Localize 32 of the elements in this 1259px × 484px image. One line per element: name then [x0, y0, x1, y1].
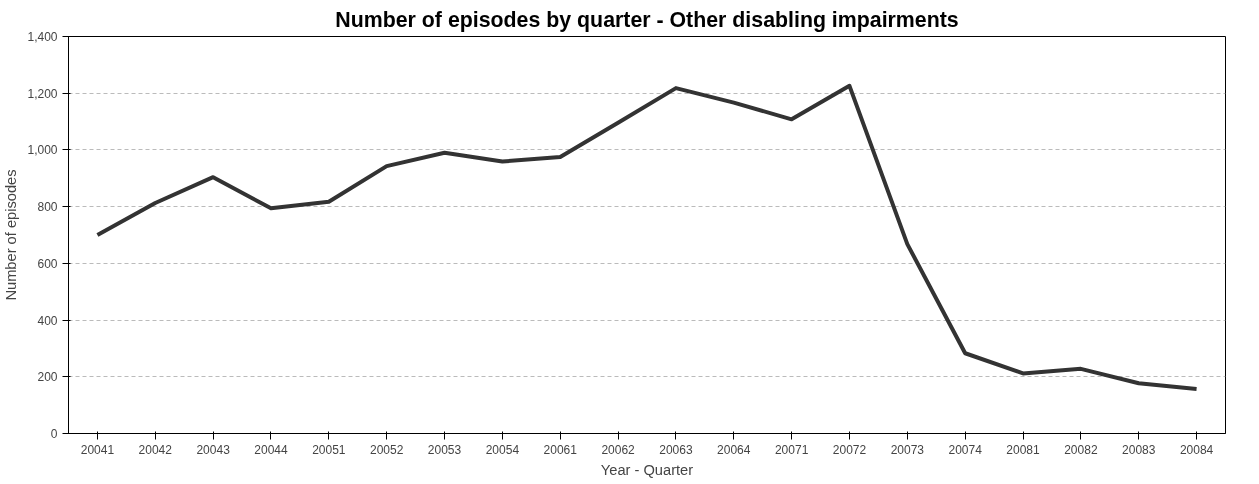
- x-tick-label: 20042: [138, 442, 173, 457]
- x-tick-label: 20073: [890, 442, 925, 457]
- x-tick-label: 20064: [717, 442, 751, 457]
- y-tick-label: 600: [37, 256, 58, 271]
- line-series: [95, 83, 1199, 391]
- y-tick-label: 1,400: [27, 30, 58, 44]
- x-tick-label: 20082: [1064, 442, 1098, 457]
- x-tick-label: 20084: [1179, 442, 1214, 457]
- x-tick-label: 20071: [774, 442, 809, 457]
- y-tick-label: 1,000: [27, 143, 58, 158]
- x-tick-label: 20054: [485, 442, 520, 457]
- y-tick-label: 0: [50, 427, 58, 441]
- x-tick-label: 20083: [1122, 442, 1156, 457]
- y-tick-label: 200: [37, 370, 58, 385]
- x-tick-label: 20063: [659, 442, 693, 457]
- chart-title: Number of episodes by quarter - Other disabling impairments: [335, 7, 959, 32]
- x-tick-label: 20053: [427, 442, 462, 457]
- x-tick-label: 20044: [254, 442, 288, 457]
- y-tick-label: 1,200: [27, 86, 58, 101]
- x-tick-label: 20074: [948, 442, 983, 457]
- x-tick-label: 20072: [832, 442, 867, 457]
- x-tick-label: 20041: [80, 442, 115, 457]
- y-axis-title: Number of episodes: [3, 169, 20, 301]
- x-tick-label: 20052: [369, 442, 404, 457]
- x-tick-label: 20081: [1006, 442, 1041, 457]
- x-tick-label: 20051: [312, 442, 346, 457]
- x-tick-label: 20061: [543, 442, 578, 457]
- y-tick-label: 400: [37, 313, 58, 328]
- x-tick-label: 20043: [196, 442, 231, 457]
- y-tick-label: 800: [37, 200, 58, 215]
- x-axis-title: Year - Quarter: [600, 461, 694, 478]
- x-tick-label: 20062: [601, 442, 636, 457]
